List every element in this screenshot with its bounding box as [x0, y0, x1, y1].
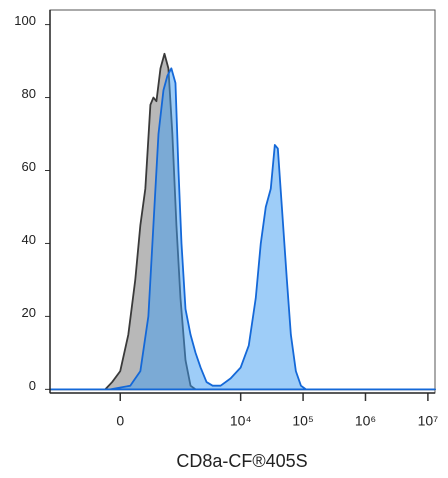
x-axis-label: CD8a-CF®405S: [176, 451, 307, 471]
plot-frame: [49, 9, 436, 394]
y-tick-label: 40: [22, 232, 36, 247]
x-tick-label: 10⁷: [418, 413, 439, 429]
x-tick-label: 0: [116, 413, 124, 429]
y-tick-label: 100: [14, 13, 36, 28]
y-tick-label: 60: [22, 159, 36, 174]
histogram-area: [49, 67, 436, 391]
x-tick-label: 10⁶: [355, 413, 376, 429]
x-tick-label: 10⁵: [292, 413, 313, 429]
histogram-area: [49, 52, 436, 391]
y-tick-label: 80: [22, 86, 36, 101]
y-tick-label: 0: [29, 378, 36, 393]
y-tick-label: 20: [22, 305, 36, 320]
x-tick-label: 10⁴: [230, 413, 252, 429]
